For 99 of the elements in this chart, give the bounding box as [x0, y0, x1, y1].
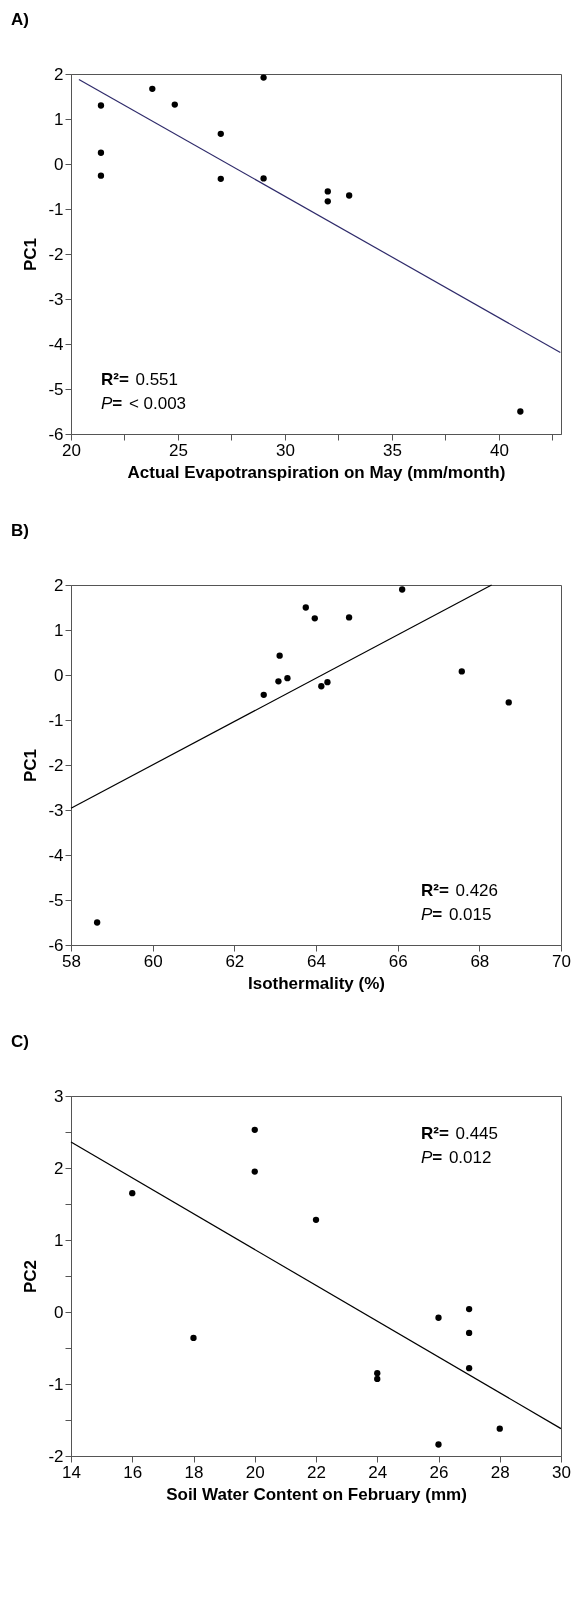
point	[260, 691, 267, 698]
point	[97, 102, 105, 109]
annotation: P= < 0.003	[101, 394, 187, 413]
y-tick-label: -2	[48, 244, 64, 264]
x-tick-label: 20	[62, 440, 81, 460]
y-tick-label: 3	[54, 1086, 64, 1106]
x-tick-label: 30	[552, 1462, 571, 1482]
point	[346, 192, 353, 199]
x-tick-label: 58	[62, 951, 81, 971]
point	[251, 1126, 258, 1133]
annotation: P= 0.015	[421, 905, 492, 924]
annotation: P= 0.012	[421, 1148, 492, 1167]
x-axis-title: Isothermality (%)	[248, 973, 385, 993]
x-tick-label: 64	[307, 951, 326, 971]
point	[284, 674, 291, 682]
point	[302, 604, 309, 611]
point	[97, 149, 105, 156]
point	[465, 1305, 473, 1313]
point	[374, 1370, 381, 1377]
point	[496, 1425, 503, 1432]
point	[465, 1329, 473, 1337]
annotation: R²= 0.551	[101, 370, 179, 389]
point	[251, 1168, 258, 1175]
x-tick-label: 30	[276, 440, 295, 460]
x-axis-title: Soil Water Content on February (mm)	[166, 1484, 467, 1504]
point	[324, 198, 331, 205]
y-tick-label: -1	[48, 710, 64, 730]
x-axis-title: Actual Evapotranspiration on May (mm/month)	[127, 462, 506, 482]
point	[324, 679, 331, 686]
x-tick-label: 14	[62, 1462, 81, 1482]
point	[312, 1216, 320, 1223]
x-tick-label: 26	[429, 1462, 449, 1482]
point	[311, 615, 318, 622]
x-tick-label: 16	[123, 1462, 143, 1482]
y-tick-label: -3	[48, 289, 64, 309]
x-tick-label: 18	[184, 1462, 204, 1482]
x-tick-label: 66	[388, 951, 408, 971]
y-tick-label: 0	[54, 154, 64, 174]
x-tick-label: 25	[169, 440, 188, 460]
chart-title: C)	[11, 1032, 29, 1051]
y-tick-label: -5	[48, 379, 64, 399]
y-tick-label: -5	[48, 890, 64, 910]
point	[345, 614, 353, 621]
chart-title: A)	[11, 10, 29, 29]
point	[275, 678, 282, 685]
y-tick-label: 1	[54, 620, 64, 640]
point	[517, 408, 524, 415]
point	[435, 1441, 442, 1448]
point	[217, 175, 224, 183]
x-tick-label: 70	[552, 951, 571, 971]
point	[435, 1314, 442, 1321]
point	[190, 1334, 197, 1342]
y-tick-label: 2	[54, 1158, 64, 1178]
point	[217, 130, 224, 138]
x-tick-label: 60	[143, 951, 163, 971]
y-tick-label: -4	[48, 845, 64, 865]
point	[260, 175, 267, 182]
x-tick-label: 28	[490, 1462, 510, 1482]
x-tick-label: 22	[307, 1462, 326, 1482]
point	[260, 74, 267, 81]
y-tick-label: 1	[54, 109, 64, 129]
x-tick-label: 35	[383, 440, 402, 460]
y-tick-label: 2	[54, 64, 64, 84]
y-tick-label: -6	[48, 935, 64, 955]
point	[465, 1365, 473, 1372]
y-tick-label: 0	[54, 1302, 64, 1322]
chart-title: B)	[11, 521, 29, 540]
y-tick-label: 0	[54, 665, 64, 685]
y-tick-label: -1	[48, 1374, 64, 1394]
y-axis-title: PC1	[21, 748, 41, 783]
point	[318, 683, 325, 690]
point	[458, 668, 465, 675]
y-tick-label: -4	[48, 334, 64, 354]
x-tick-label: 24	[368, 1462, 388, 1482]
y-tick-label: -3	[48, 800, 64, 820]
y-axis-title: PC1	[21, 237, 41, 272]
point	[171, 101, 178, 108]
point	[505, 699, 512, 706]
annotation: R²= 0.445	[421, 1124, 499, 1143]
annotation: R²= 0.426	[421, 881, 499, 900]
point	[374, 1375, 381, 1383]
y-tick-label: -6	[48, 424, 64, 444]
x-tick-label: 62	[225, 951, 245, 971]
point	[93, 919, 101, 926]
y-tick-label: -2	[48, 755, 64, 775]
point	[324, 188, 331, 195]
y-tick-label: 1	[54, 1230, 64, 1250]
y-tick-label: 2	[54, 575, 64, 595]
x-tick-label: 40	[489, 440, 509, 460]
y-tick-label: -1	[48, 199, 64, 219]
x-tick-label: 20	[245, 1462, 265, 1482]
x-tick-label: 68	[470, 951, 490, 971]
point	[276, 652, 283, 659]
point	[97, 172, 105, 179]
point	[129, 1190, 136, 1197]
point	[399, 586, 406, 593]
point	[149, 85, 156, 93]
y-axis-title: PC2	[21, 1259, 41, 1294]
y-tick-label: -2	[48, 1446, 64, 1466]
